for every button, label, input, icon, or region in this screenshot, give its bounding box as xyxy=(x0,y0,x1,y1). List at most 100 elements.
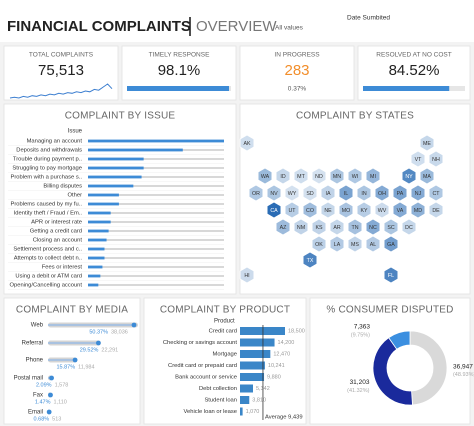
bar xyxy=(88,157,144,161)
state-label: FL xyxy=(388,273,394,279)
bar xyxy=(88,265,103,269)
panel-title: COMPLAINT BY ISSUE xyxy=(65,111,176,122)
state-label: ND xyxy=(315,174,323,180)
donut-slice xyxy=(409,330,448,406)
state-hex xyxy=(311,235,327,253)
track xyxy=(88,284,224,286)
issue-panel xyxy=(3,103,237,295)
track xyxy=(88,230,224,232)
track xyxy=(88,185,224,187)
state-hex xyxy=(338,184,354,202)
kpi-value: 75,513 xyxy=(38,62,84,79)
category-label: Closing an account xyxy=(33,238,83,244)
state-hex xyxy=(374,201,390,219)
state-label: NJ xyxy=(415,191,422,197)
state-hex xyxy=(248,184,264,202)
share-dot xyxy=(48,392,53,398)
track xyxy=(88,239,224,241)
state-label: AR xyxy=(333,225,341,231)
state-hex xyxy=(239,266,255,284)
state-label: WV xyxy=(378,208,387,214)
bar xyxy=(240,396,250,404)
state-hex xyxy=(311,218,327,236)
category-label: Struggling to pay mortgage xyxy=(12,166,82,172)
state-hex xyxy=(365,218,381,236)
category-label: Problem with a purchase s.. xyxy=(10,175,82,181)
state-hex xyxy=(410,201,426,219)
state-label: TX xyxy=(307,258,314,264)
kpi-value: 98.1% xyxy=(158,62,201,79)
kpi-share: 0.37% xyxy=(288,86,307,93)
category-label: Phone xyxy=(26,358,44,364)
state-hex xyxy=(266,184,282,202)
state-label: IA xyxy=(325,191,330,197)
state-hex xyxy=(419,134,435,152)
states-panel xyxy=(239,103,471,295)
bar xyxy=(88,175,142,179)
bar xyxy=(88,247,105,251)
kpi-bar xyxy=(127,86,230,91)
kpi-value: 84.52% xyxy=(389,62,440,79)
state-hex xyxy=(374,184,390,202)
count-label: 11,984 xyxy=(78,364,94,370)
category-label: Deposits and withdrawals xyxy=(16,148,82,154)
state-label: MA xyxy=(423,174,431,180)
category-label: Attempts to collect debt n.. xyxy=(14,256,83,262)
state-label: KS xyxy=(315,225,323,231)
state-hex xyxy=(401,167,417,185)
category-label: Bank account or service xyxy=(175,375,237,381)
bar xyxy=(88,229,109,233)
kpi-label: RESOLVED AT NO COST xyxy=(376,52,452,59)
value-label: 1,070 xyxy=(246,409,260,415)
state-hex xyxy=(302,184,318,202)
category-label: Web xyxy=(31,323,44,329)
category-label: Student loan xyxy=(204,398,237,404)
state-label: NC xyxy=(369,225,377,231)
count-label: 1,110 xyxy=(54,399,67,405)
state-hex xyxy=(428,150,444,168)
panel-title: % CONSUMER DISPUTED xyxy=(326,305,453,316)
state-hex xyxy=(257,167,273,185)
state-hex xyxy=(392,184,408,202)
state-label: WY xyxy=(288,191,297,197)
state-label: TN xyxy=(351,225,358,231)
state-hex xyxy=(329,167,345,185)
share-dot xyxy=(72,357,78,363)
state-label: MD xyxy=(414,208,422,214)
state-hex xyxy=(365,235,381,253)
panel-title: COMPLAINT BY PRODUCT xyxy=(160,305,290,316)
track xyxy=(88,176,224,178)
track xyxy=(88,203,224,205)
category-label: Checking or savings account xyxy=(163,340,238,346)
state-label: MS xyxy=(351,242,359,248)
share-dot xyxy=(49,375,54,381)
slice-value-label: 31,203 xyxy=(350,379,370,386)
kpi-label: IN PROGRESS xyxy=(274,52,320,59)
bar xyxy=(240,373,265,381)
state-label: DE xyxy=(432,208,440,214)
date-filter-label: Date Sumbited xyxy=(347,15,390,22)
state-label: IN xyxy=(361,191,366,197)
filter-value: All values xyxy=(275,25,304,32)
value-label: 18,500 xyxy=(288,328,305,334)
category-label: Vehicle loan or lease xyxy=(184,409,238,415)
state-hex xyxy=(311,167,327,185)
product-panel xyxy=(143,297,307,425)
bar xyxy=(88,238,107,242)
state-label: ID xyxy=(280,174,285,180)
category-header: Product xyxy=(214,319,235,325)
share-label: 1.47% xyxy=(35,399,51,405)
count-label: 22,291 xyxy=(101,347,118,353)
state-label: OH xyxy=(378,191,386,197)
category-label: Fees or interest xyxy=(42,265,83,271)
panel-title: COMPLAINT BY STATES xyxy=(296,111,414,122)
state-label: NM xyxy=(297,225,305,231)
state-hex xyxy=(401,218,417,236)
category-label: Debt collection xyxy=(199,386,237,392)
state-hex xyxy=(284,184,300,202)
slice-value-label: 7,363 xyxy=(354,324,371,331)
state-hex xyxy=(419,167,435,185)
state-hex xyxy=(284,201,300,219)
header-bar xyxy=(0,0,474,42)
state-label: DC xyxy=(405,225,413,231)
